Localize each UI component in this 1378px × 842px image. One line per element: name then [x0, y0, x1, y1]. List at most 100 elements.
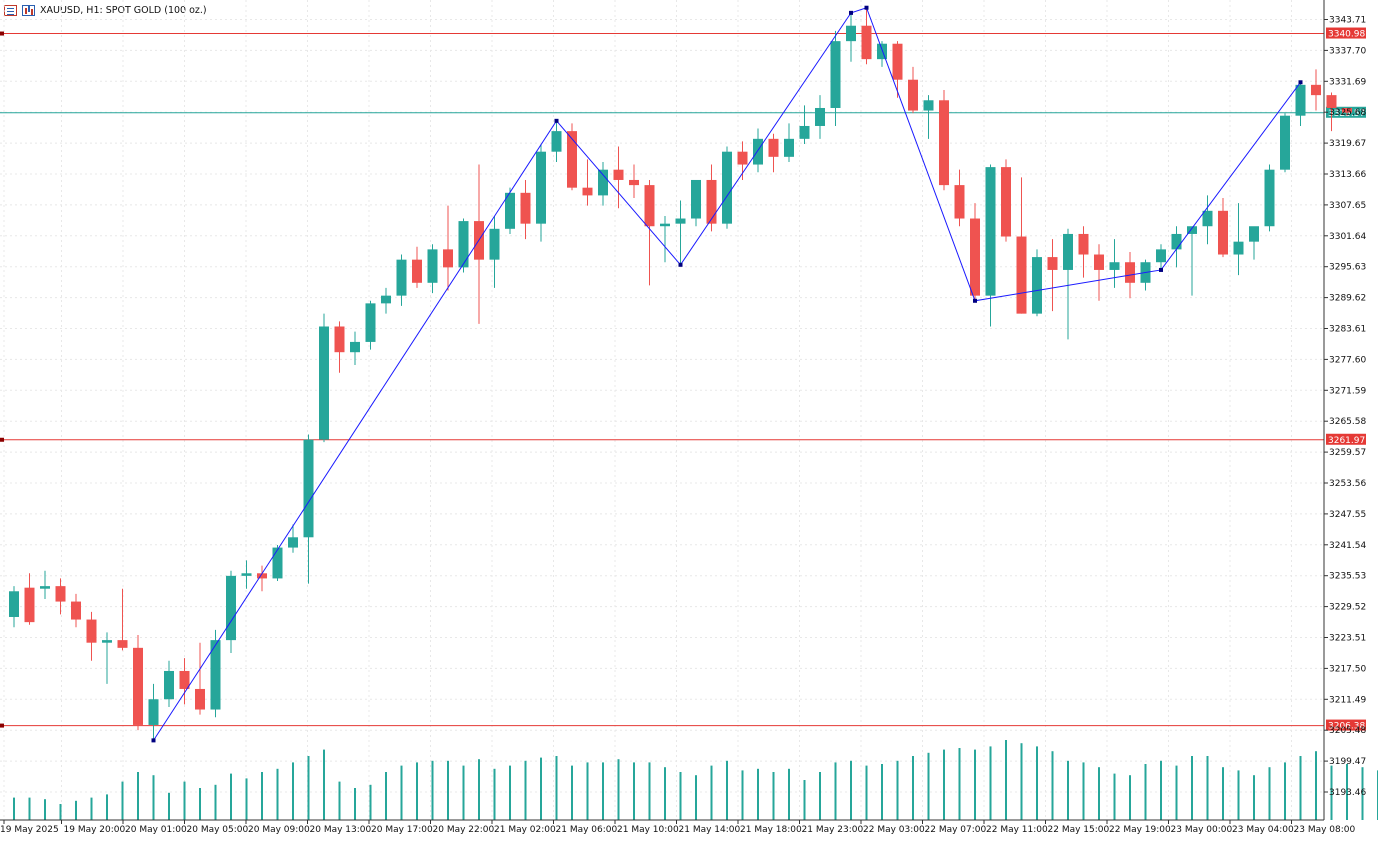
x-tick-label: 20 May 22:00: [433, 825, 495, 835]
volume-bars: [13, 740, 1378, 820]
candle-body: [1156, 249, 1166, 263]
candle-body: [381, 295, 391, 304]
x-tick-label: 21 May 14:00: [679, 825, 741, 835]
price-level-label: 3261.97: [1328, 436, 1365, 446]
candle-body: [1078, 233, 1089, 255]
y-tick-label: 3265.58: [1329, 417, 1366, 427]
candle-body: [40, 586, 50, 589]
y-tick-label: 3205.48: [1329, 726, 1366, 736]
candle-body: [505, 192, 515, 229]
candle-body: [1047, 257, 1058, 270]
zigzag-point: [1298, 80, 1303, 85]
candle-body: [784, 138, 794, 157]
zigzag-point: [678, 262, 683, 267]
x-tick-label: 20 May 17:00: [371, 825, 433, 835]
x-tick-label: 21 May 02:00: [494, 825, 556, 835]
candle-body: [1218, 210, 1228, 255]
candle-body: [985, 167, 996, 296]
x-tick-label: 23 May 00:00: [1171, 825, 1233, 835]
candle-body: [954, 185, 965, 219]
candle-body: [737, 151, 748, 165]
candle-body: [1032, 257, 1042, 314]
candle-body: [9, 591, 19, 617]
y-tick-label: 3241.54: [1329, 541, 1366, 551]
price-level-badge: [1326, 27, 1366, 39]
level-anchor: [0, 723, 4, 728]
y-tick-label: 3235.53: [1329, 572, 1366, 582]
x-tick-label: 22 May 15:00: [1048, 825, 1110, 835]
candle-body: [1280, 115, 1290, 170]
candle-body: [1249, 226, 1259, 242]
candle-body: [536, 151, 546, 224]
candle-body: [846, 25, 856, 42]
candle-body: [71, 601, 81, 620]
y-tick-label: 3295.63: [1329, 263, 1366, 273]
candle-body: [117, 640, 128, 648]
candle-body: [303, 439, 314, 538]
y-tick-label: 3343.71: [1329, 16, 1366, 26]
zigzag-point: [864, 5, 869, 10]
candle-body: [257, 573, 267, 579]
y-tick-label: 3259.57: [1329, 448, 1366, 458]
x-tick-label: 22 May 07:00: [925, 825, 987, 835]
candle-body: [319, 326, 329, 440]
candle-body: [520, 192, 531, 224]
candle-body: [923, 100, 934, 111]
candle-body: [55, 586, 66, 602]
candle-body: [24, 587, 35, 623]
candle-body: [241, 573, 252, 576]
candle-body: [1094, 254, 1104, 270]
y-tick-label: 3217.50: [1329, 664, 1366, 674]
chart-type-icon[interactable]: [22, 4, 35, 16]
y-tick-label: 3301.64: [1329, 232, 1366, 242]
x-tick-label: 20 May 13:00: [310, 825, 372, 835]
candle-body: [1016, 236, 1027, 314]
y-tick-label: 3313.66: [1329, 170, 1366, 180]
candle-body: [660, 223, 670, 227]
y-tick-label: 3247.55: [1329, 510, 1366, 520]
y-tick-label: 3319.67: [1329, 139, 1366, 149]
x-tick-label: 19 May 20:00: [64, 825, 126, 835]
level-anchor: [0, 31, 4, 36]
y-tick-label: 3199.47: [1329, 757, 1366, 767]
y-tick-label: 3307.65: [1329, 201, 1366, 211]
x-tick-label: 19 May 2025: [0, 825, 59, 835]
price-level-label: 3206.38: [1328, 722, 1365, 732]
candle-body: [830, 41, 841, 108]
candle-body: [877, 43, 887, 60]
x-tick-label: 21 May 10:00: [617, 825, 679, 835]
candle-body: [86, 619, 97, 643]
candle-body: [567, 131, 577, 188]
y-tick-label: 3271.59: [1329, 386, 1366, 396]
x-tick-label: 23 May 04:00: [1232, 825, 1294, 835]
candle-body: [753, 138, 763, 165]
x-tick-label: 20 May 05:00: [187, 825, 249, 835]
candle-body: [148, 699, 159, 725]
candle-body: [799, 125, 810, 139]
zigzag-point: [151, 738, 156, 743]
candle-body: [675, 218, 686, 224]
candle-body: [288, 537, 298, 548]
candle-body: [613, 169, 624, 180]
y-tick-label: 3193.46: [1329, 788, 1366, 798]
candle-body: [334, 326, 345, 353]
candle-body: [1063, 233, 1073, 270]
candle-body: [1326, 95, 1337, 108]
x-tick-label: 22 May 11:00: [986, 825, 1048, 835]
candle-body: [970, 218, 980, 296]
candle-body: [706, 179, 717, 224]
zigzag-point: [849, 10, 853, 15]
zigzag-indicator: [151, 5, 1303, 743]
candles: [9, 7, 1352, 741]
candle-body: [210, 640, 221, 710]
candle-body: [1233, 241, 1244, 255]
candle-body: [1171, 233, 1182, 250]
candle-body: [551, 131, 562, 152]
zigzag-point: [554, 118, 559, 123]
y-tick-label: 3229.52: [1329, 603, 1366, 613]
x-tick-label: 20 May 09:00: [248, 825, 310, 835]
candle-body: [226, 575, 236, 641]
level-anchor: [0, 437, 4, 442]
